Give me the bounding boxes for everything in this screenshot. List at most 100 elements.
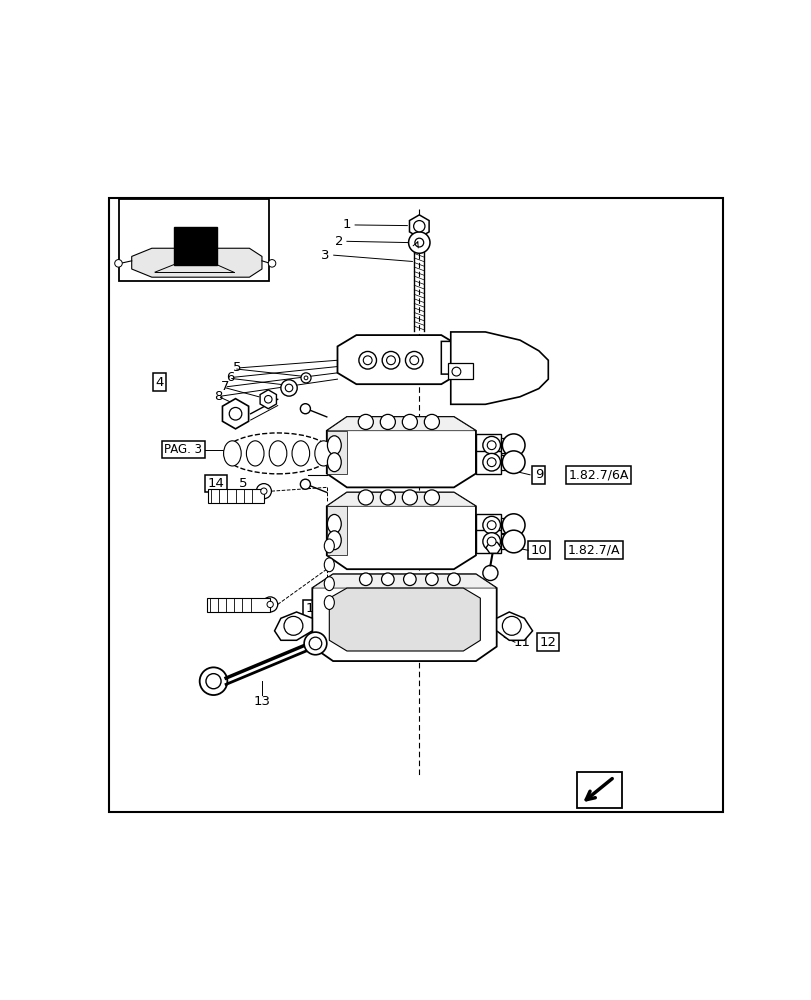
Circle shape bbox=[447, 573, 460, 586]
Text: 1.82.7/6A: 1.82.7/6A bbox=[568, 468, 628, 481]
Text: 11: 11 bbox=[513, 636, 530, 649]
Circle shape bbox=[483, 436, 500, 454]
Text: 7: 7 bbox=[221, 380, 229, 393]
Circle shape bbox=[487, 441, 496, 450]
Ellipse shape bbox=[327, 453, 341, 472]
Circle shape bbox=[425, 573, 438, 586]
Circle shape bbox=[114, 260, 122, 267]
Circle shape bbox=[301, 373, 311, 383]
Circle shape bbox=[452, 367, 461, 376]
Ellipse shape bbox=[246, 441, 264, 466]
Polygon shape bbox=[312, 574, 496, 661]
Bar bbox=[475, 514, 500, 536]
Bar bbox=[475, 530, 500, 553]
Text: 1: 1 bbox=[342, 218, 350, 231]
Circle shape bbox=[487, 521, 496, 530]
Circle shape bbox=[403, 573, 416, 586]
Ellipse shape bbox=[324, 539, 334, 553]
Text: 14: 14 bbox=[208, 477, 224, 490]
Circle shape bbox=[304, 376, 307, 380]
Circle shape bbox=[256, 484, 271, 499]
Circle shape bbox=[483, 453, 500, 471]
Bar bbox=[447, 363, 472, 379]
Ellipse shape bbox=[324, 558, 334, 572]
Text: PAG. 3: PAG. 3 bbox=[164, 443, 202, 456]
Text: 1.82.7/A: 1.82.7/A bbox=[567, 544, 620, 557]
Ellipse shape bbox=[269, 441, 286, 466]
Circle shape bbox=[206, 674, 221, 689]
Polygon shape bbox=[131, 248, 262, 277]
Polygon shape bbox=[326, 417, 475, 487]
Text: 3: 3 bbox=[320, 249, 328, 262]
Polygon shape bbox=[496, 612, 532, 640]
Bar bbox=[500, 534, 519, 549]
Polygon shape bbox=[326, 492, 475, 506]
Polygon shape bbox=[326, 492, 475, 569]
Text: 8: 8 bbox=[214, 390, 222, 403]
Polygon shape bbox=[409, 215, 428, 238]
Polygon shape bbox=[207, 598, 270, 612]
Circle shape bbox=[401, 490, 417, 505]
Polygon shape bbox=[486, 542, 500, 553]
Circle shape bbox=[300, 479, 310, 489]
Circle shape bbox=[380, 414, 395, 429]
Circle shape bbox=[424, 490, 439, 505]
Circle shape bbox=[483, 533, 500, 550]
Circle shape bbox=[358, 351, 376, 369]
Bar bbox=[119, 199, 268, 281]
Polygon shape bbox=[441, 341, 491, 374]
Bar bbox=[500, 438, 519, 453]
Circle shape bbox=[358, 490, 373, 505]
Circle shape bbox=[229, 407, 242, 420]
Circle shape bbox=[487, 458, 496, 467]
Ellipse shape bbox=[327, 531, 341, 550]
Circle shape bbox=[410, 356, 418, 365]
Bar bbox=[174, 227, 217, 265]
Bar bbox=[500, 455, 519, 470]
Circle shape bbox=[502, 530, 525, 553]
Ellipse shape bbox=[315, 441, 332, 466]
Circle shape bbox=[284, 616, 303, 635]
Circle shape bbox=[401, 414, 417, 429]
Text: 13: 13 bbox=[253, 695, 270, 708]
Circle shape bbox=[380, 490, 395, 505]
Circle shape bbox=[386, 356, 395, 365]
Circle shape bbox=[502, 514, 525, 536]
Circle shape bbox=[200, 667, 227, 695]
Polygon shape bbox=[329, 588, 480, 651]
Ellipse shape bbox=[327, 436, 341, 455]
Bar bbox=[475, 434, 500, 457]
Circle shape bbox=[382, 351, 399, 369]
Circle shape bbox=[309, 637, 321, 650]
Circle shape bbox=[262, 597, 277, 612]
Circle shape bbox=[502, 434, 525, 457]
Circle shape bbox=[483, 516, 500, 534]
Circle shape bbox=[487, 537, 496, 546]
Polygon shape bbox=[312, 574, 496, 588]
Text: 2: 2 bbox=[335, 235, 343, 248]
Circle shape bbox=[304, 632, 326, 655]
Bar bbox=[475, 451, 500, 474]
Circle shape bbox=[381, 573, 393, 586]
Polygon shape bbox=[326, 431, 346, 474]
Polygon shape bbox=[260, 390, 276, 409]
Circle shape bbox=[424, 414, 439, 429]
Text: 12: 12 bbox=[539, 636, 556, 649]
Bar bbox=[500, 518, 519, 533]
Text: 6: 6 bbox=[226, 371, 234, 384]
Polygon shape bbox=[337, 335, 460, 384]
Circle shape bbox=[408, 232, 430, 253]
Circle shape bbox=[363, 356, 371, 365]
Polygon shape bbox=[208, 489, 264, 503]
Ellipse shape bbox=[224, 433, 331, 474]
Text: 14: 14 bbox=[306, 602, 322, 615]
Circle shape bbox=[285, 384, 293, 392]
Polygon shape bbox=[222, 399, 248, 429]
Polygon shape bbox=[450, 332, 547, 404]
Circle shape bbox=[267, 601, 273, 608]
Ellipse shape bbox=[324, 596, 334, 609]
Text: 10: 10 bbox=[530, 544, 547, 557]
Circle shape bbox=[268, 260, 276, 267]
Circle shape bbox=[502, 451, 525, 474]
Text: 9: 9 bbox=[534, 468, 543, 481]
